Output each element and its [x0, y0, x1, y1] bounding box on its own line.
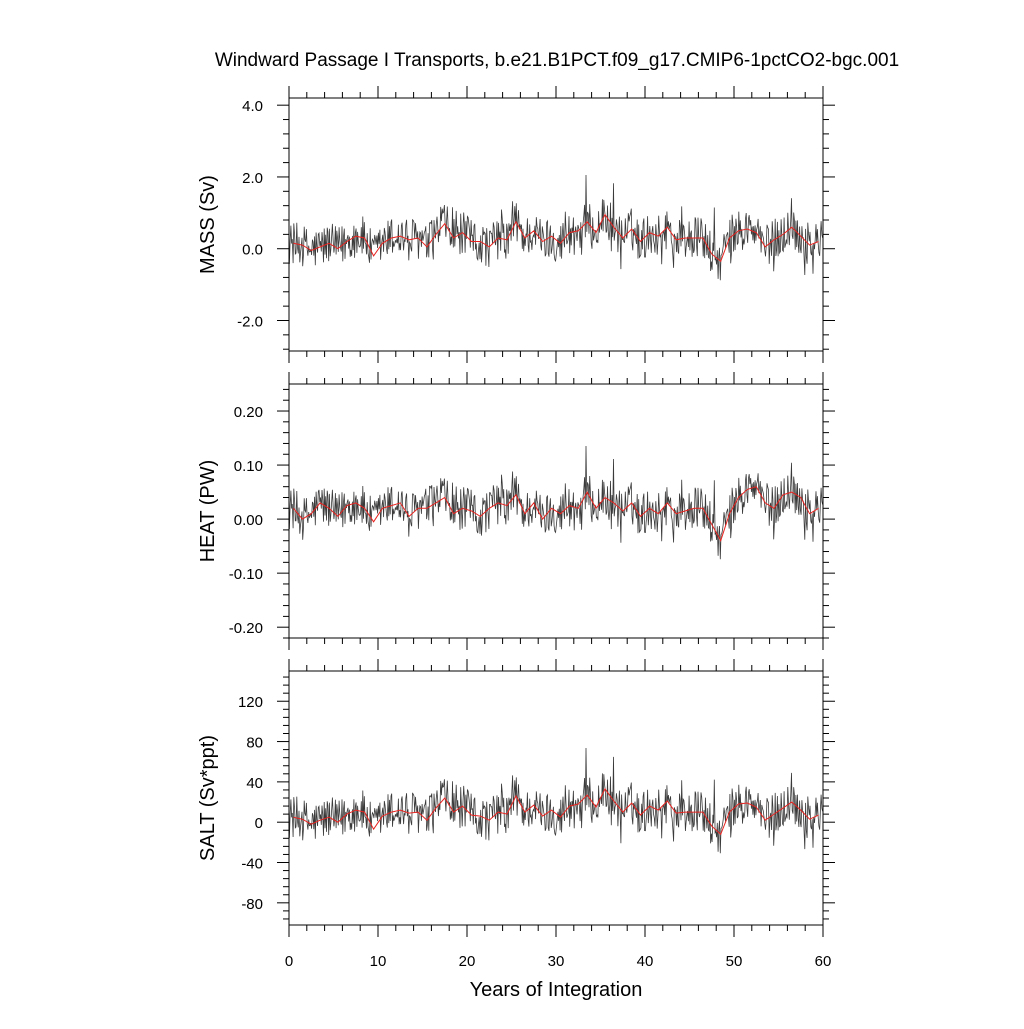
- x-tick-label: 20: [459, 953, 476, 970]
- y-tick-label: 120: [238, 694, 263, 711]
- plot-frame: [288, 97, 824, 352]
- y-tick-label: 40: [246, 775, 263, 792]
- y-tick-label: 2.0: [242, 170, 263, 187]
- y-tick-label: 0.10: [234, 458, 263, 475]
- annual-mean-line: [293, 787, 819, 836]
- y-tick-label: -2.0: [237, 313, 263, 330]
- x-tick-label: 40: [637, 953, 654, 970]
- y-tick-label: -80: [241, 896, 263, 913]
- panel-3: -80 -40 0 40 80 120 SALT (Sv*ppt) 0 10 20 30 40 50 60: [197, 659, 835, 970]
- y-tick-label: 0: [255, 815, 263, 832]
- raw-series-line: [289, 174, 823, 281]
- chart-title: Windward Passage I Transports, b.e21.B1P…: [215, 50, 899, 71]
- x-tick-label: 10: [370, 953, 387, 970]
- annual-mean-line: [293, 213, 819, 263]
- panel-1: -2.0 0.0 2.0 4.0 MASS (Sv): [197, 86, 835, 363]
- x-tick-label: 0: [285, 953, 293, 970]
- raw-series-line: [289, 747, 823, 854]
- annual-mean-line: [293, 486, 819, 542]
- y-tick-label: -40: [241, 856, 263, 873]
- y-tick-label: -0.10: [229, 566, 263, 583]
- x-tick-label: 60: [815, 953, 832, 970]
- y-tick-label: -0.20: [229, 620, 263, 637]
- raw-series-line: [289, 445, 823, 560]
- x-tick-label: 30: [548, 953, 565, 970]
- y-axis-label: SALT (Sv*ppt): [197, 735, 219, 861]
- y-axis-label: HEAT (PW): [197, 460, 219, 563]
- y-tick-label: 0.0: [242, 242, 263, 259]
- plot-frame: [288, 670, 824, 926]
- y-tick-label: 0.20: [234, 404, 263, 421]
- x-tick-label: 50: [726, 953, 743, 970]
- y-tick-label: 4.0: [242, 98, 263, 115]
- y-tick-label: 0.00: [234, 512, 263, 529]
- y-tick-label: 80: [246, 735, 263, 752]
- x-axis-label: Years of Integration: [470, 979, 643, 1001]
- panel-2: -0.20 -0.10 0.00 0.10 0.20 HEAT (PW): [197, 372, 835, 650]
- y-axis-label: MASS (Sv): [197, 175, 219, 274]
